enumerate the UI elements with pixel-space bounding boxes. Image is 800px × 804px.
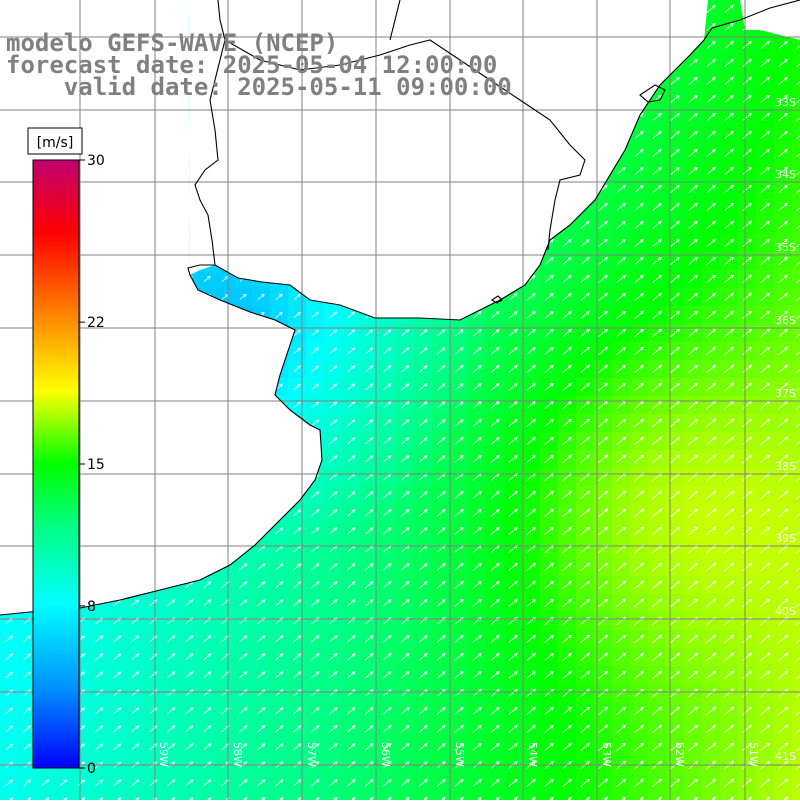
lon-label: 58W — [231, 742, 244, 767]
field-cell — [378, 792, 396, 800]
field-cell — [792, 180, 800, 198]
colorbar-tick-label: 8 — [87, 599, 96, 615]
colorbar-gradient — [33, 160, 79, 768]
field-cell — [288, 792, 306, 800]
colorbar-tick-label: 15 — [87, 457, 105, 473]
field-cell — [792, 270, 800, 288]
lat-label: 41S — [775, 750, 796, 763]
field-cell — [108, 792, 126, 800]
lat-label: 35S — [775, 241, 796, 254]
field-cell — [792, 702, 800, 720]
lon-label: 59W — [157, 742, 170, 767]
field-cell — [0, 792, 18, 800]
field-cell — [792, 774, 800, 792]
lon-label: 57W — [305, 742, 318, 767]
lat-label: 40S — [775, 605, 796, 618]
field-cell — [792, 72, 800, 90]
lon-label: 55W — [453, 742, 466, 767]
field-cell — [90, 792, 108, 800]
field-cell — [324, 792, 342, 800]
field-cell — [630, 792, 648, 800]
lon-label: 54W — [526, 742, 539, 767]
field-cell — [792, 648, 800, 666]
field-cell — [648, 792, 666, 800]
field-cell — [792, 198, 800, 216]
field-cell — [414, 792, 432, 800]
lat-label: 36S — [775, 314, 796, 327]
field-cell — [756, 792, 774, 800]
field-cell — [342, 792, 360, 800]
field-cell — [432, 792, 450, 800]
field-cell — [792, 486, 800, 504]
field-cell — [504, 792, 522, 800]
field-cell — [792, 432, 800, 450]
field-cell — [522, 792, 540, 800]
lat-label: 33S — [775, 96, 796, 109]
lon-label: 52W — [673, 742, 686, 767]
field-cell — [270, 792, 288, 800]
field-cell — [702, 792, 720, 800]
field-cell — [666, 792, 684, 800]
field-cell — [612, 792, 630, 800]
field-cell — [792, 126, 800, 144]
field-cell — [792, 108, 800, 126]
field-cell — [792, 216, 800, 234]
lon-label: 51W — [747, 742, 760, 767]
colorbar-unit: [m/s] — [37, 135, 74, 151]
field-cell — [558, 792, 576, 800]
colorbar-tick-label: 30 — [87, 153, 105, 169]
field-cell — [252, 792, 270, 800]
field-cell — [792, 558, 800, 576]
field-cell — [792, 630, 800, 648]
field-cell — [684, 792, 702, 800]
field-cell — [396, 792, 414, 800]
field-cell — [306, 792, 324, 800]
field-cell — [468, 792, 486, 800]
field-cell — [720, 792, 738, 800]
field-cell — [792, 414, 800, 432]
field-cell — [792, 576, 800, 594]
field-cell — [198, 792, 216, 800]
lat-label: 38S — [775, 460, 796, 473]
field-cell — [360, 792, 378, 800]
field-cell — [234, 792, 252, 800]
field-cell — [792, 666, 800, 684]
lat-label: 39S — [775, 532, 796, 545]
field-cell — [144, 792, 162, 800]
field-cell — [792, 720, 800, 738]
field-cell — [486, 792, 504, 800]
field-cell — [450, 792, 468, 800]
colorbar-tick-label: 0 — [87, 761, 96, 777]
lat-label: 37S — [775, 387, 796, 400]
field-cell — [792, 684, 800, 702]
field-cell — [36, 792, 54, 800]
field-cell — [18, 792, 36, 800]
field-cell — [540, 792, 558, 800]
lon-label: 53W — [600, 742, 613, 767]
field-cell — [72, 792, 90, 800]
field-cell — [792, 360, 800, 378]
field-cell — [792, 288, 800, 306]
lat-label: 34S — [775, 168, 796, 181]
field-cell — [774, 792, 792, 800]
lon-label: 56W — [379, 742, 392, 767]
field-cell — [162, 792, 180, 800]
field-cell — [738, 792, 756, 800]
field-cell — [126, 792, 144, 800]
title-valid-date: valid date: 2025-05-11 09:00:00 — [6, 75, 512, 99]
field-cell — [792, 144, 800, 162]
field-cell — [792, 54, 800, 72]
field-cell — [576, 792, 594, 800]
field-cell — [792, 342, 800, 360]
field-cell — [792, 792, 800, 800]
field-cell — [180, 792, 198, 800]
field-cell — [216, 792, 234, 800]
field-cell — [54, 792, 72, 800]
colorbar-tick-label: 22 — [87, 315, 105, 331]
field-cell — [792, 504, 800, 522]
